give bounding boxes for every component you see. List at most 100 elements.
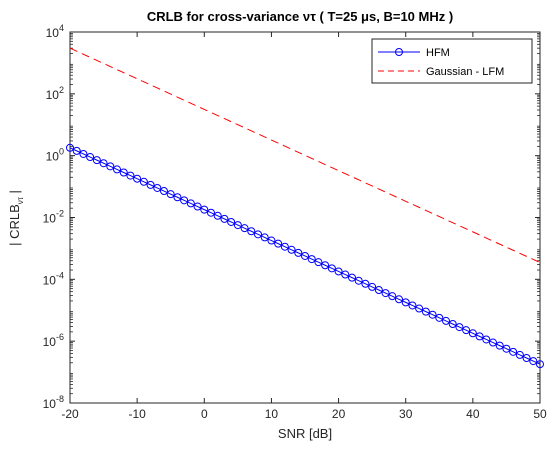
y-tick-label: 10-4 [43,270,64,287]
data-point-hfm [401,298,410,307]
data-point-hfm [442,316,450,325]
chart-title: CRLB for cross-variance ντ ( T=25 μs, B=… [147,9,453,24]
data-point-hfm [381,289,390,298]
x-tick-label: 30 [399,407,413,421]
data-point-hfm [220,214,229,223]
data-point-hfm [361,279,370,288]
data-point-hfm [502,344,511,353]
y-tick-label: 104 [46,23,64,40]
series-line-gaussian-lfm [69,47,541,263]
data-point-hfm [515,350,524,359]
x-tick-label: 0 [201,407,208,421]
data-point-hfm [307,255,316,264]
data-point-hfm [146,180,155,189]
y-axis-label-main: | CRLB [7,204,22,246]
data-point-hfm [72,146,81,155]
x-axis-label: SNR [dB] [278,426,332,441]
data-point-hfm [207,208,215,217]
data-point-hfm [448,320,457,328]
data-point-hfm [314,258,323,267]
data-point-hfm [368,282,377,291]
data-point-hfm [173,193,182,202]
x-tick-label: 40 [466,407,480,421]
x-tick-label: 50 [533,407,547,421]
data-point-hfm [294,248,303,257]
data-point-hfm [280,242,289,251]
y-tick-label: 10-8 [43,394,64,411]
data-point-hfm [160,187,168,196]
data-point-hfm [388,292,397,301]
data-point-hfm [354,276,363,285]
data-point-hfm [180,196,189,205]
y-axis-label-subscript: ντ [16,196,25,204]
data-point-hfm [435,313,444,322]
data-point-hfm [240,224,249,233]
data-point-hfm [287,245,296,254]
data-point-hfm [106,162,115,171]
x-axis-ticks: -20 -10 0 10 20 30 40 50 [61,32,547,421]
data-point-hfm [415,304,424,313]
legend: HFM Gaussian - LFM [371,38,533,84]
data-point-hfm [166,190,175,199]
data-point-hfm [254,230,262,239]
y-tick-label: 102 [46,85,64,102]
data-point-hfm [462,326,471,335]
x-tick-label: 20 [332,407,346,421]
data-point-hfm [133,174,142,183]
data-point-hfm [92,156,101,165]
data-point-hfm [395,295,403,304]
series-layer [66,47,544,369]
plot-frame [69,31,541,404]
data-point-hfm [119,168,128,177]
y-axis-label: | CRLBντ | [7,190,25,246]
data-point-hfm [455,323,464,332]
data-point-hfm [509,347,518,356]
data-point-hfm [274,239,283,248]
x-tick-label: -20 [61,407,79,421]
data-point-hfm [489,338,497,347]
data-point-hfm [139,177,148,186]
x-tick-label: -10 [128,407,146,421]
legend-marker-hfm [395,48,403,56]
data-point-hfm [327,264,336,273]
data-point-hfm [79,149,88,158]
data-point-hfm [428,310,437,319]
data-point-hfm [200,205,209,214]
data-point-hfm [113,165,121,174]
data-point-hfm [227,217,236,226]
data-point-hfm [186,199,195,208]
data-point-hfm [66,143,74,152]
data-point-hfm [213,211,222,220]
data-point-hfm [348,273,356,282]
data-point-hfm [495,341,504,350]
data-point-hfm [374,285,383,294]
data-point-hfm [468,329,477,338]
data-point-hfm [475,332,484,341]
y-tick-label: 10-2 [43,209,64,226]
data-point-hfm [260,233,269,242]
y-tick-label: 100 [46,147,64,164]
legend-label-hfm: HFM [426,47,450,59]
x-tick-label: 10 [265,407,279,421]
data-point-hfm [522,354,531,363]
data-point-hfm [247,227,256,236]
y-axis-label-suffix: | [7,190,22,197]
data-point-hfm [536,360,544,369]
data-point-hfm [334,267,343,276]
data-point-hfm [301,251,309,260]
legend-box [371,38,533,84]
data-point-hfm [99,159,108,168]
data-point-hfm [408,301,417,310]
data-point-hfm [153,183,162,192]
data-point-hfm [482,335,491,344]
data-point-hfm [86,153,95,162]
data-point-hfm [126,171,135,180]
data-point-hfm [267,236,276,245]
legend-label-gaussian-lfm: Gaussian - LFM [426,66,504,78]
data-point-hfm [529,357,538,366]
plot-area [69,31,541,404]
data-point-hfm [233,221,242,230]
data-point-hfm [341,270,350,279]
data-point-hfm [321,261,330,270]
